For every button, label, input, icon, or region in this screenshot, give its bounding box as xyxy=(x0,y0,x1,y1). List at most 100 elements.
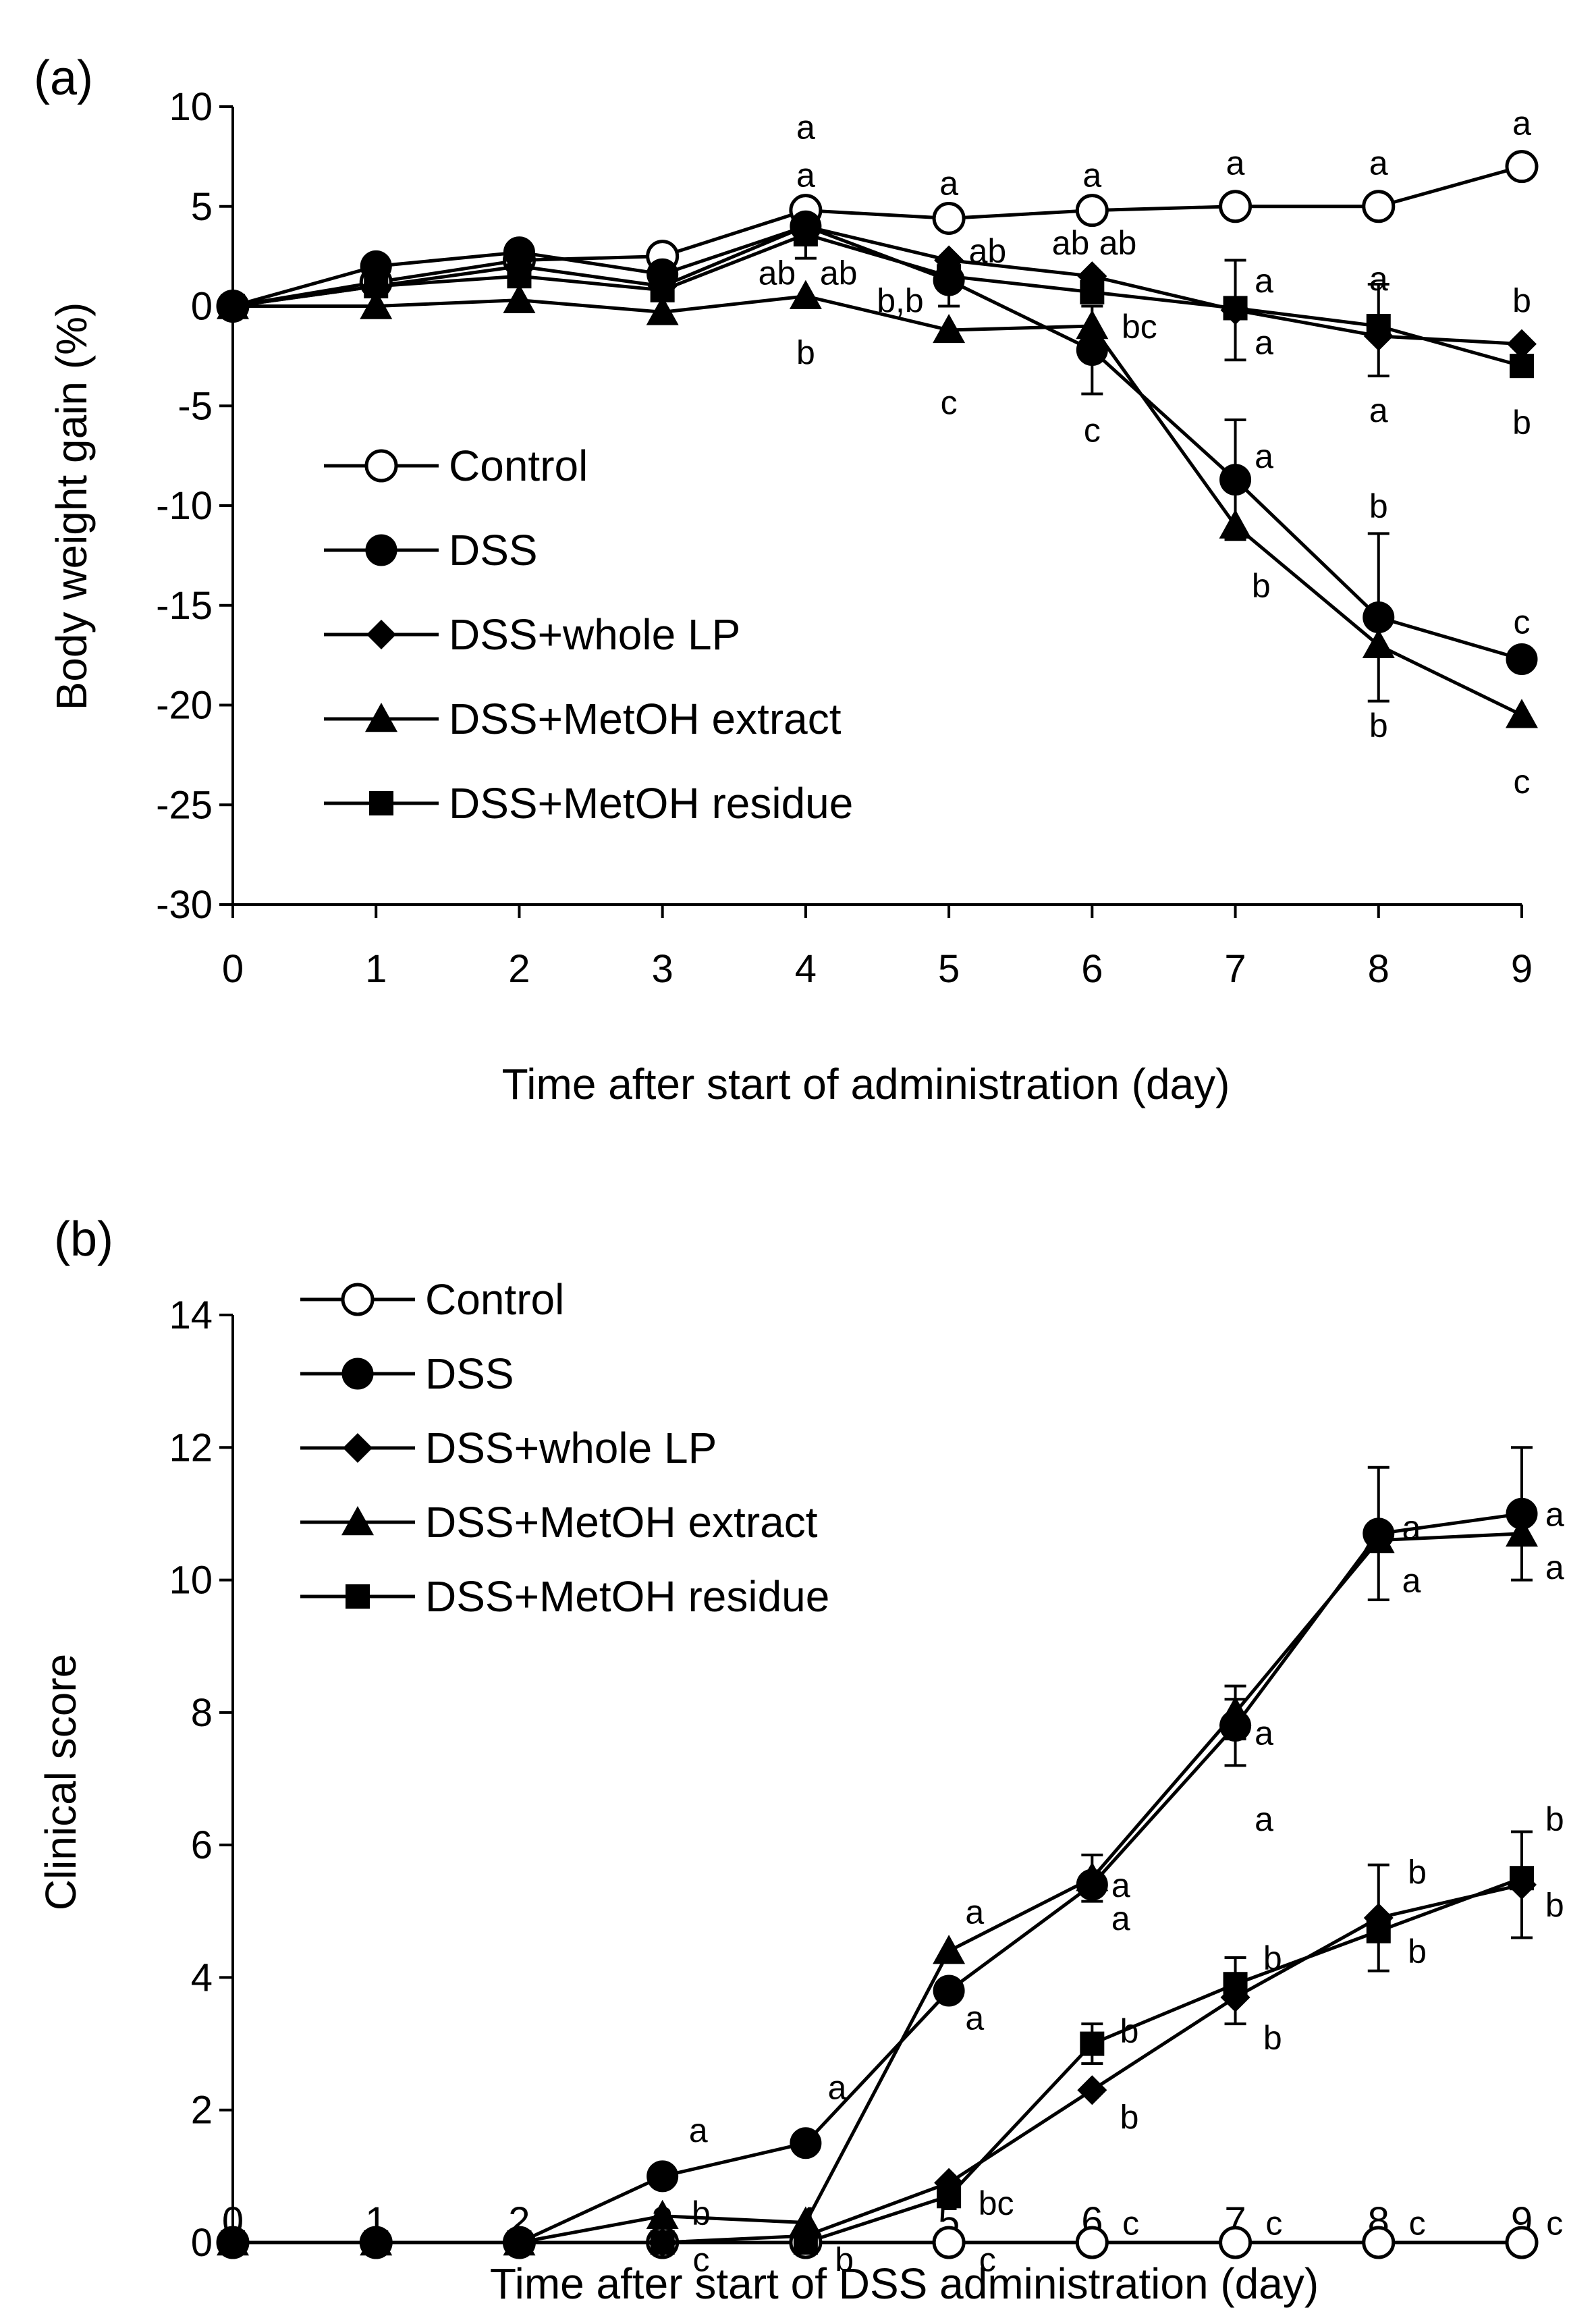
legend-entry-dss-metoh-extract: DSS+MetOH extract xyxy=(300,1498,818,1547)
significance-letter: c xyxy=(1514,603,1531,641)
significance-letter: b xyxy=(1408,1933,1427,1970)
series-points-dss-metoh-extract xyxy=(217,1517,1538,2256)
x-tick-label: 0 xyxy=(222,947,244,991)
data-point xyxy=(933,264,965,296)
panel-label: (a) xyxy=(34,51,93,105)
legend-entry-dss-metoh-residue: DSS+MetOH residue xyxy=(300,1572,829,1621)
legend-label: DSS+MetOH extract xyxy=(425,1498,818,1547)
significance-letter: a xyxy=(1255,1800,1273,1838)
data-point xyxy=(1080,2031,1105,2056)
panel-label: (b) xyxy=(54,1212,113,1266)
significance-letter: c xyxy=(1122,2205,1139,2242)
legend-marker xyxy=(341,1358,374,1390)
significance-letter: b xyxy=(835,2241,854,2279)
data-point xyxy=(646,2199,679,2229)
significance-letter: b,b xyxy=(877,282,924,320)
legend-label: Control xyxy=(425,1275,564,1324)
significance-letter: b xyxy=(1408,1853,1427,1891)
series-line-dss-metoh-extract xyxy=(233,294,1523,717)
x-tick-label: 6 xyxy=(1081,947,1103,991)
significance-letter: c xyxy=(1546,2205,1563,2242)
series-points-dss-metoh-residue xyxy=(221,1866,1534,2255)
significance-letter: c xyxy=(1265,2205,1282,2242)
significance-letter: b xyxy=(1512,282,1531,320)
significance-letter: b xyxy=(1120,2099,1139,2137)
significance-letter: a xyxy=(1111,1900,1130,1937)
x-tick-label: 9 xyxy=(1511,947,1533,991)
data-point xyxy=(790,2127,822,2159)
significance-letter: ab xyxy=(820,254,858,292)
significance-letter: b xyxy=(1263,2019,1282,2057)
significance-letter: a xyxy=(1082,156,1101,194)
data-point xyxy=(646,2160,679,2193)
significance-letter: a xyxy=(965,1893,984,1931)
significance-letter: c xyxy=(979,2241,996,2279)
data-point xyxy=(647,2228,678,2257)
significance-letter: a xyxy=(1111,1866,1130,1904)
significance-letter: ab xyxy=(759,254,796,292)
legend-entry-dss-whole-lp: DSS+whole LP xyxy=(300,1424,717,1472)
data-point xyxy=(933,1975,965,2007)
series-points-dss-whole-lp xyxy=(218,1870,1537,2257)
significance-letter: b xyxy=(796,333,815,371)
y-tick-label: 10 xyxy=(169,1559,213,1603)
data-point xyxy=(360,250,392,282)
y-tick-label: 0 xyxy=(191,285,213,329)
series-points-dss xyxy=(217,210,1538,676)
significance-letter: ab xyxy=(969,232,1007,270)
series-line-control xyxy=(232,165,1522,308)
data-point xyxy=(1076,1869,1108,1901)
data-point xyxy=(932,2226,966,2259)
x-tick-label: 8 xyxy=(1368,947,1389,991)
legend-marker xyxy=(369,791,393,815)
data-point xyxy=(360,2226,392,2259)
axes: 141210864200123456789 xyxy=(169,1293,1533,2265)
data-point xyxy=(1219,464,1252,496)
significance-letter: c xyxy=(692,2241,709,2279)
y-tick-label: 0 xyxy=(191,2221,213,2265)
data-point xyxy=(1506,1497,1538,1530)
y-tick-label: 12 xyxy=(169,1426,213,1470)
significance-letter: b xyxy=(692,2195,711,2232)
significance-letter: b xyxy=(1252,567,1271,605)
significance-letter: ab xyxy=(1052,224,1090,262)
data-point xyxy=(217,2226,249,2259)
significance-letter: a xyxy=(1255,324,1273,362)
x-axis-title: Time after start of administration (day) xyxy=(502,1060,1230,1108)
significance-letter: c xyxy=(1084,412,1101,450)
x-tick-label: 3 xyxy=(652,947,673,991)
data-point xyxy=(790,2221,821,2251)
significance-letter: ab xyxy=(1099,224,1137,262)
significance-letter: a xyxy=(1369,260,1388,298)
legend-label: DSS xyxy=(449,526,538,574)
series-line-dss xyxy=(232,224,1522,661)
y-tick-label: 5 xyxy=(191,185,213,229)
legend-label: Control xyxy=(449,441,588,490)
y-tick-label: -25 xyxy=(156,783,213,827)
data-point xyxy=(1363,1903,1394,1933)
data-point xyxy=(1506,699,1538,728)
legend-marker xyxy=(364,449,398,483)
significance-letter: a xyxy=(1402,1562,1421,1600)
data-point xyxy=(503,2226,535,2259)
error-bars xyxy=(1081,1446,1533,2066)
y-tick-label: 2 xyxy=(191,2089,213,2132)
data-point xyxy=(1363,601,1395,633)
data-point xyxy=(1363,1517,1395,1550)
series-line-dss-metoh-extract xyxy=(233,1532,1522,2245)
data-point xyxy=(1219,2226,1253,2259)
data-point xyxy=(1076,310,1109,340)
y-tick-label: -5 xyxy=(177,384,213,428)
y-tick-label: 14 xyxy=(169,1293,213,1337)
y-tick-label: -15 xyxy=(156,584,213,628)
data-point xyxy=(1362,628,1395,659)
significance-letter: b xyxy=(1369,707,1388,745)
significance-letter: c xyxy=(941,383,958,421)
legend-entry-control: Control xyxy=(300,1275,564,1324)
significance-letter: a xyxy=(1255,437,1273,475)
x-axis-title: Time after start of DSS administration (… xyxy=(490,2259,1319,2308)
legend-marker xyxy=(341,1506,374,1536)
significance-letter: b xyxy=(1263,1939,1282,1977)
